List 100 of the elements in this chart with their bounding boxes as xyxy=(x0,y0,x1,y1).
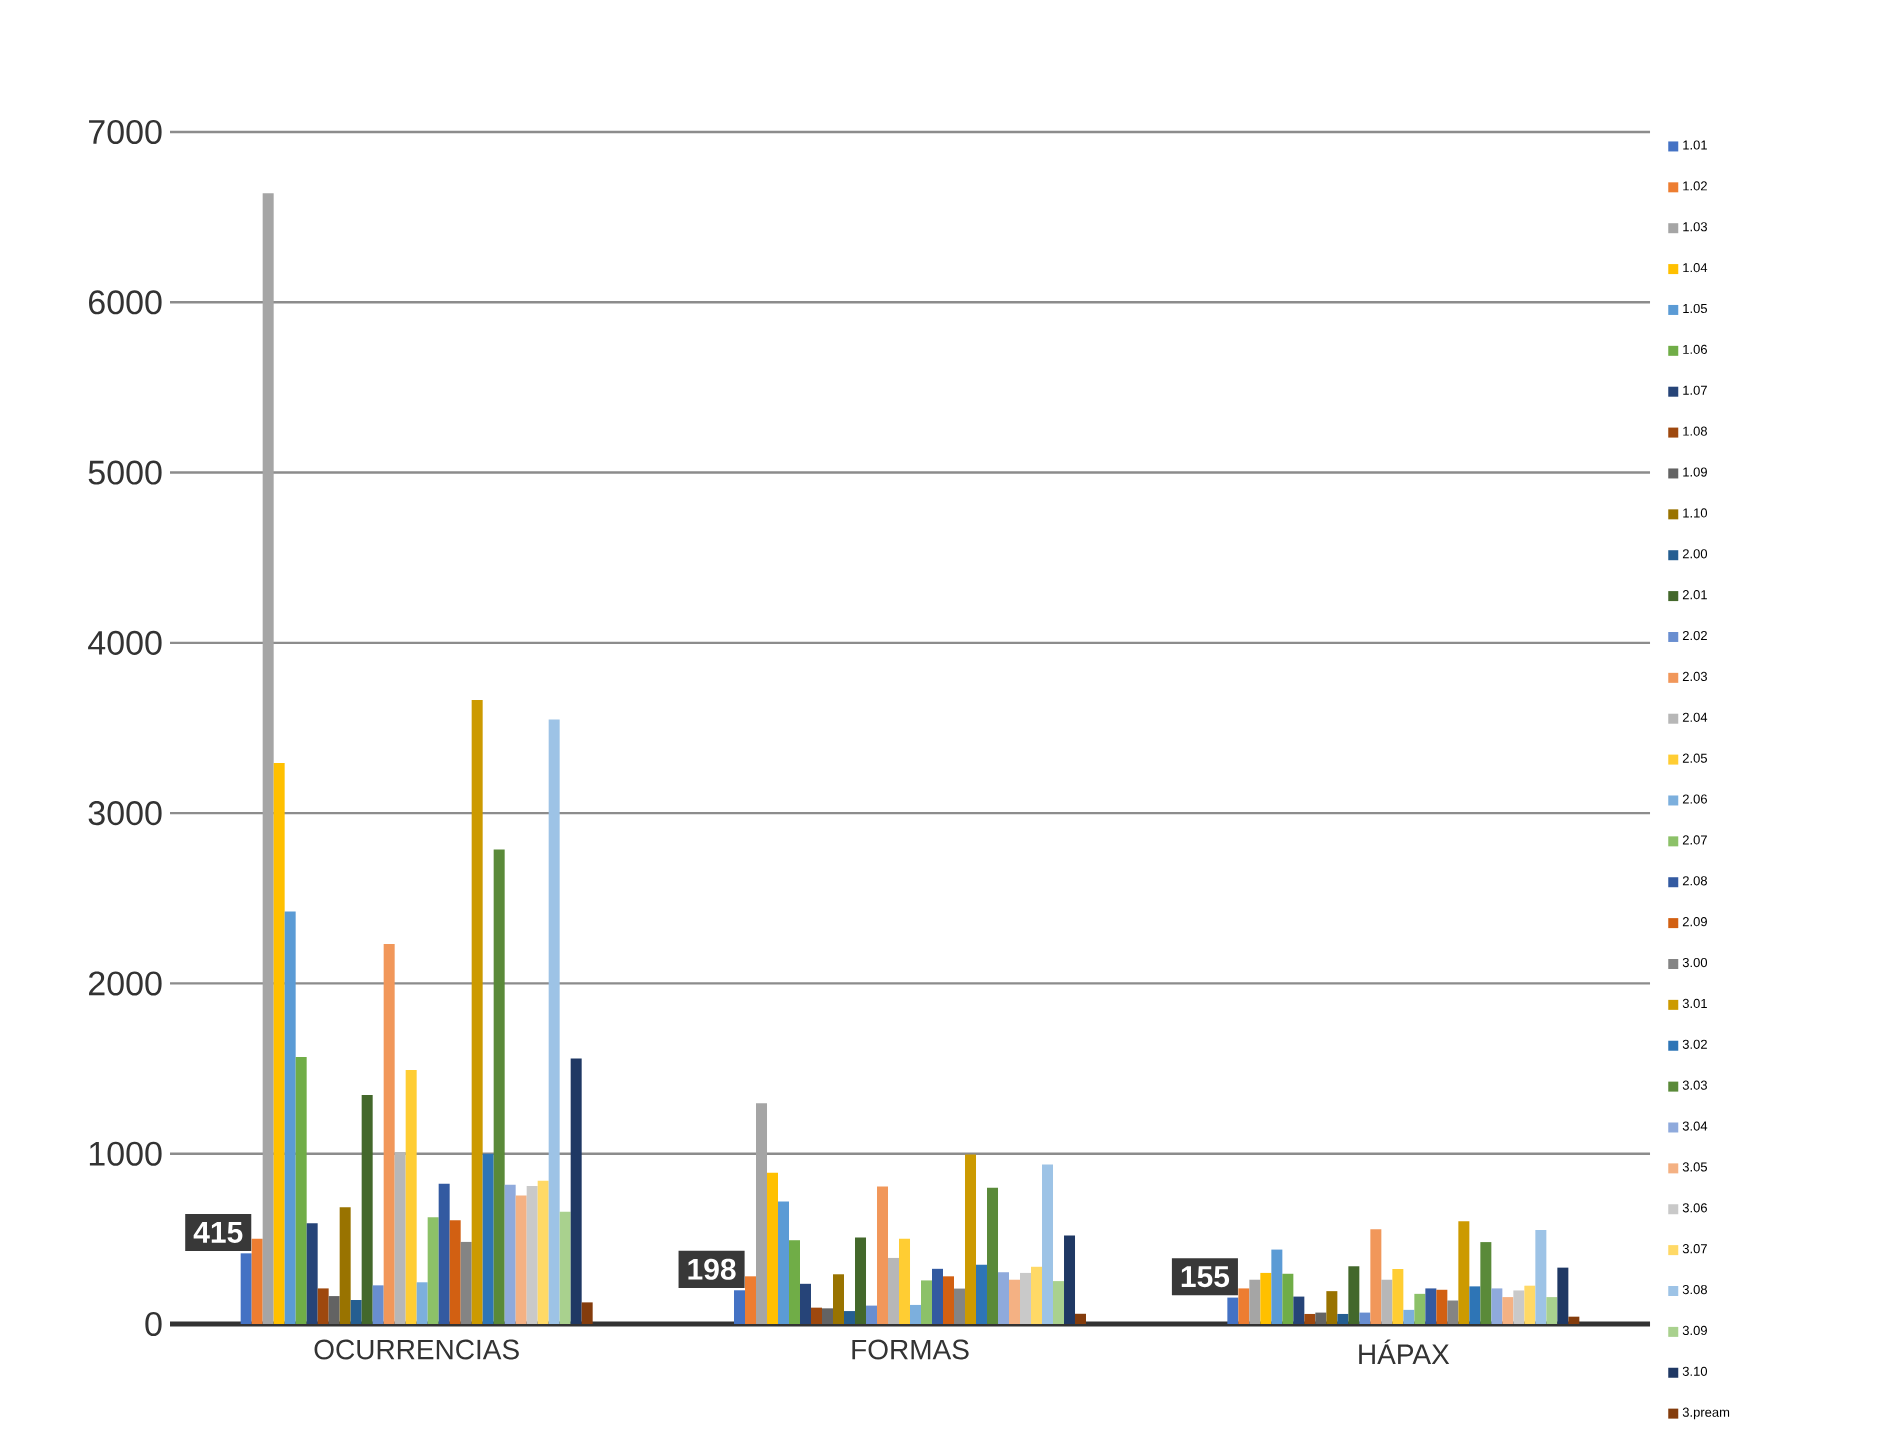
bar xyxy=(350,1299,362,1324)
bar xyxy=(921,1280,933,1324)
bar xyxy=(866,1305,878,1324)
bar xyxy=(1502,1297,1514,1324)
bar xyxy=(822,1308,834,1324)
bar xyxy=(844,1311,856,1324)
bar xyxy=(1447,1300,1459,1324)
bar xyxy=(1249,1279,1261,1324)
bar xyxy=(1403,1309,1415,1324)
bar xyxy=(559,1211,571,1324)
bar xyxy=(460,1241,472,1324)
y-tick-label: 4000 xyxy=(88,630,162,655)
y-tick-label: 3000 xyxy=(88,801,162,826)
bar xyxy=(328,1296,340,1324)
bar xyxy=(1064,1235,1076,1324)
bar xyxy=(504,1184,516,1324)
y-tick-label: 2000 xyxy=(89,971,162,996)
bar xyxy=(943,1276,955,1324)
bar xyxy=(482,1153,494,1324)
y-tick-label: 0 xyxy=(145,1311,162,1337)
bar xyxy=(471,700,483,1324)
bar xyxy=(954,1288,966,1324)
x-tick-label: OCURRENCIAS xyxy=(314,1339,519,1360)
y-tick-label: 7000 xyxy=(89,119,162,145)
bar xyxy=(306,1223,318,1324)
bar xyxy=(1053,1281,1065,1324)
bar xyxy=(1042,1164,1054,1324)
bar xyxy=(1020,1272,1032,1324)
bar xyxy=(240,1253,252,1324)
bar xyxy=(1425,1288,1437,1324)
bar xyxy=(427,1217,439,1324)
bar xyxy=(394,1152,406,1324)
bar xyxy=(383,943,395,1324)
x-tick-label: HÁPAX xyxy=(1359,1339,1450,1364)
bar xyxy=(581,1302,593,1324)
bar xyxy=(811,1307,823,1324)
bar xyxy=(767,1172,779,1324)
data-label: 198 xyxy=(688,1258,736,1280)
bar xyxy=(1513,1290,1525,1324)
bar xyxy=(251,1238,263,1324)
bar xyxy=(1535,1230,1547,1324)
bar xyxy=(1031,1266,1043,1324)
bar xyxy=(526,1186,538,1324)
bar xyxy=(1238,1288,1250,1324)
bar xyxy=(1337,1313,1349,1324)
bar xyxy=(877,1186,889,1324)
bar xyxy=(1009,1279,1021,1324)
bar xyxy=(570,1058,582,1324)
bar xyxy=(756,1103,768,1324)
bar xyxy=(361,1094,373,1324)
data-label: 155 xyxy=(1181,1266,1230,1288)
bar xyxy=(1326,1291,1338,1324)
bar xyxy=(1075,1313,1087,1324)
bar xyxy=(1370,1229,1382,1324)
bar xyxy=(1381,1279,1393,1324)
bar xyxy=(405,1070,417,1324)
bar xyxy=(1436,1289,1448,1324)
bar xyxy=(855,1237,867,1324)
bar xyxy=(734,1290,746,1324)
bar xyxy=(1568,1316,1580,1324)
bar xyxy=(778,1201,790,1324)
bar xyxy=(1414,1293,1426,1324)
bar xyxy=(1546,1297,1558,1324)
bar xyxy=(800,1283,812,1324)
data-label: 415 xyxy=(193,1222,243,1243)
bar xyxy=(1315,1312,1327,1324)
bar xyxy=(1293,1296,1305,1324)
bar xyxy=(339,1207,351,1324)
bar xyxy=(1227,1297,1239,1324)
bar xyxy=(998,1272,1010,1324)
bar xyxy=(284,911,296,1324)
bar xyxy=(1491,1288,1503,1324)
bar xyxy=(548,719,560,1324)
bar xyxy=(899,1238,911,1324)
bar xyxy=(987,1187,999,1324)
bar xyxy=(1260,1272,1272,1324)
bar xyxy=(965,1154,977,1324)
bar xyxy=(273,762,285,1324)
bar xyxy=(1282,1273,1294,1324)
bar xyxy=(1480,1242,1492,1324)
bar xyxy=(1304,1313,1316,1324)
bar xyxy=(416,1282,428,1324)
bar xyxy=(1469,1286,1481,1324)
bar xyxy=(888,1257,900,1324)
bar xyxy=(317,1288,329,1324)
bar xyxy=(1557,1267,1569,1324)
bar xyxy=(449,1220,461,1324)
y-tick-label: 6000 xyxy=(89,290,162,315)
bar xyxy=(1392,1269,1404,1324)
bar xyxy=(1359,1312,1371,1324)
bar xyxy=(262,193,274,1324)
bar xyxy=(789,1240,801,1324)
bar xyxy=(932,1268,944,1324)
bar xyxy=(493,849,505,1324)
bar xyxy=(438,1183,450,1324)
bar xyxy=(745,1276,757,1324)
bar xyxy=(1348,1266,1360,1324)
bar xyxy=(976,1264,988,1324)
bar xyxy=(910,1304,922,1324)
bar xyxy=(1458,1221,1470,1324)
